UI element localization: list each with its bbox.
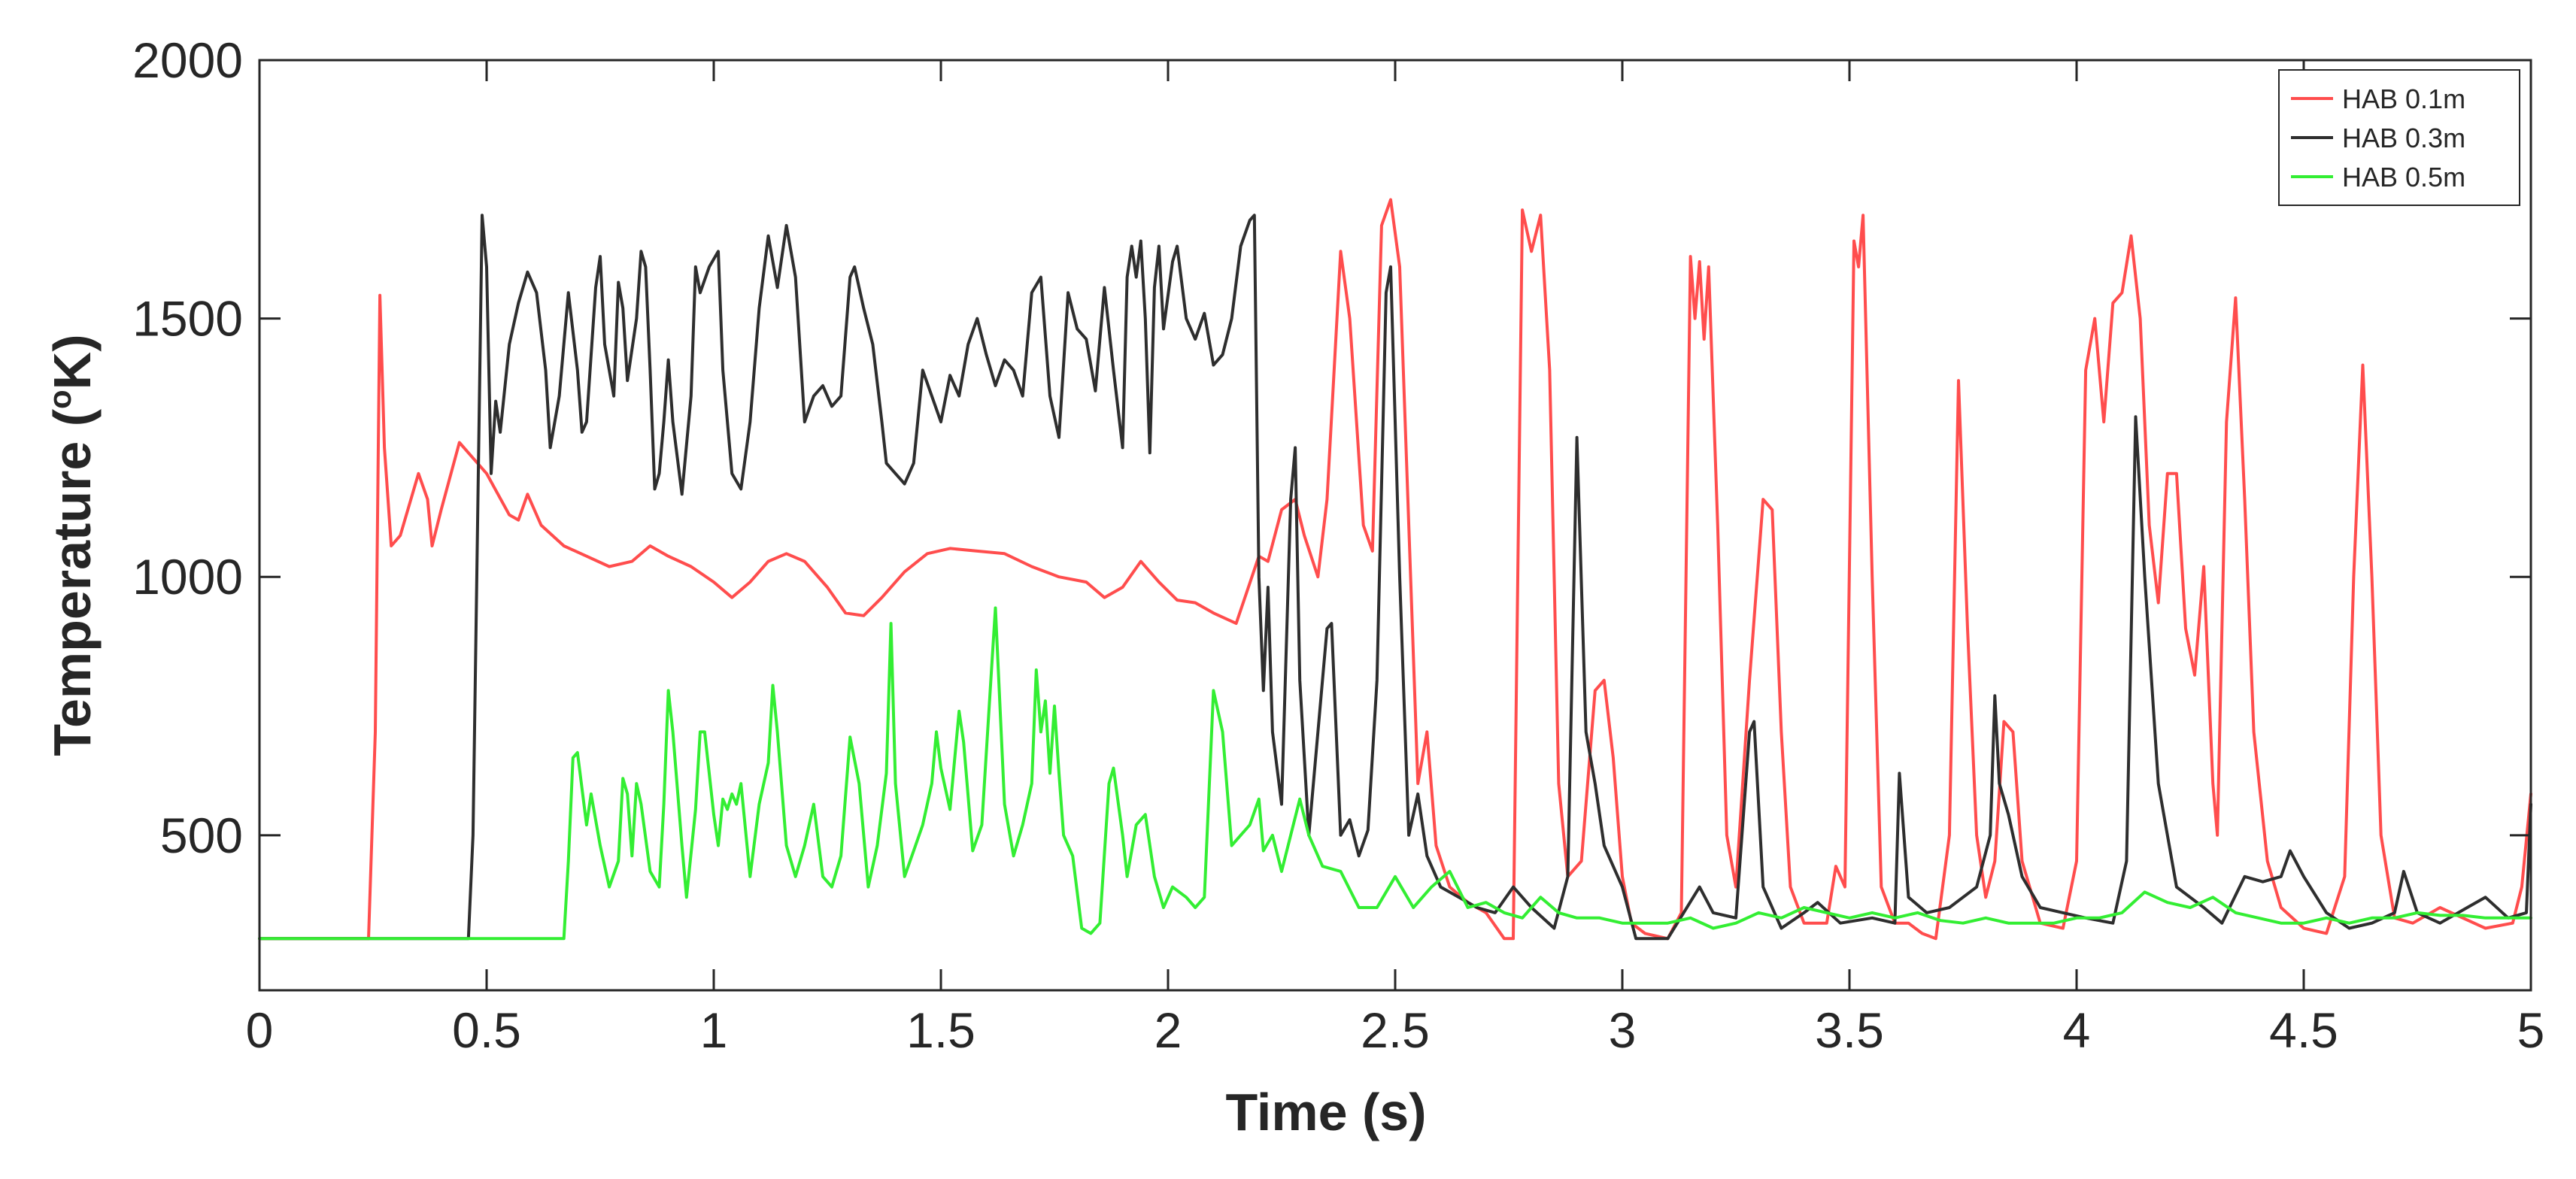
x-tick-label: 5 xyxy=(2517,1002,2545,1058)
x-tick-label: 0.5 xyxy=(452,1002,521,1058)
plot-area xyxy=(258,198,2532,941)
x-tick-label: 2.5 xyxy=(1361,1002,1430,1058)
x-tick-label: 4 xyxy=(2063,1002,2091,1058)
x-tick-label: 3.5 xyxy=(1815,1002,1884,1058)
y-tick-label: 500 xyxy=(160,808,243,863)
legend-label: HAB 0.1m xyxy=(2342,83,2465,114)
x-tick-label: 2 xyxy=(1154,1002,1182,1058)
y-tick-label: 2000 xyxy=(132,32,243,88)
x-tick-label: 0 xyxy=(246,1002,274,1058)
x-tick-label: 1.5 xyxy=(906,1002,975,1058)
y-axis-title-prefix: Temperature ( xyxy=(43,408,102,756)
y-tick-label: 1500 xyxy=(132,291,243,347)
x-axis-title: Time (s) xyxy=(1225,1083,1426,1141)
legend: HAB 0.1m HAB 0.3m HAB 0.5m xyxy=(2278,69,2520,206)
legend-label: HAB 0.3m xyxy=(2342,123,2465,153)
series-line-3 xyxy=(258,606,2532,941)
series-line-1 xyxy=(258,198,2532,941)
legend-label: HAB 0.5m xyxy=(2342,162,2465,192)
y-axis-title-degree: o xyxy=(42,389,77,409)
x-tick-label: 4.5 xyxy=(2269,1002,2338,1058)
x-tick-label: 1 xyxy=(700,1002,728,1058)
y-tick-label: 1000 xyxy=(132,549,243,605)
y-axis-title: Temperature (oK) xyxy=(42,334,102,756)
series-line-2 xyxy=(258,214,2532,941)
y-axis-title-suffix: K) xyxy=(43,334,102,389)
axes: 0 0.5 1 1.5 2 2.5 3 3.5 4 4.5 5 500 1000 1500 2000 xyxy=(132,32,2544,1058)
x-tick-label: 3 xyxy=(1609,1002,1637,1058)
